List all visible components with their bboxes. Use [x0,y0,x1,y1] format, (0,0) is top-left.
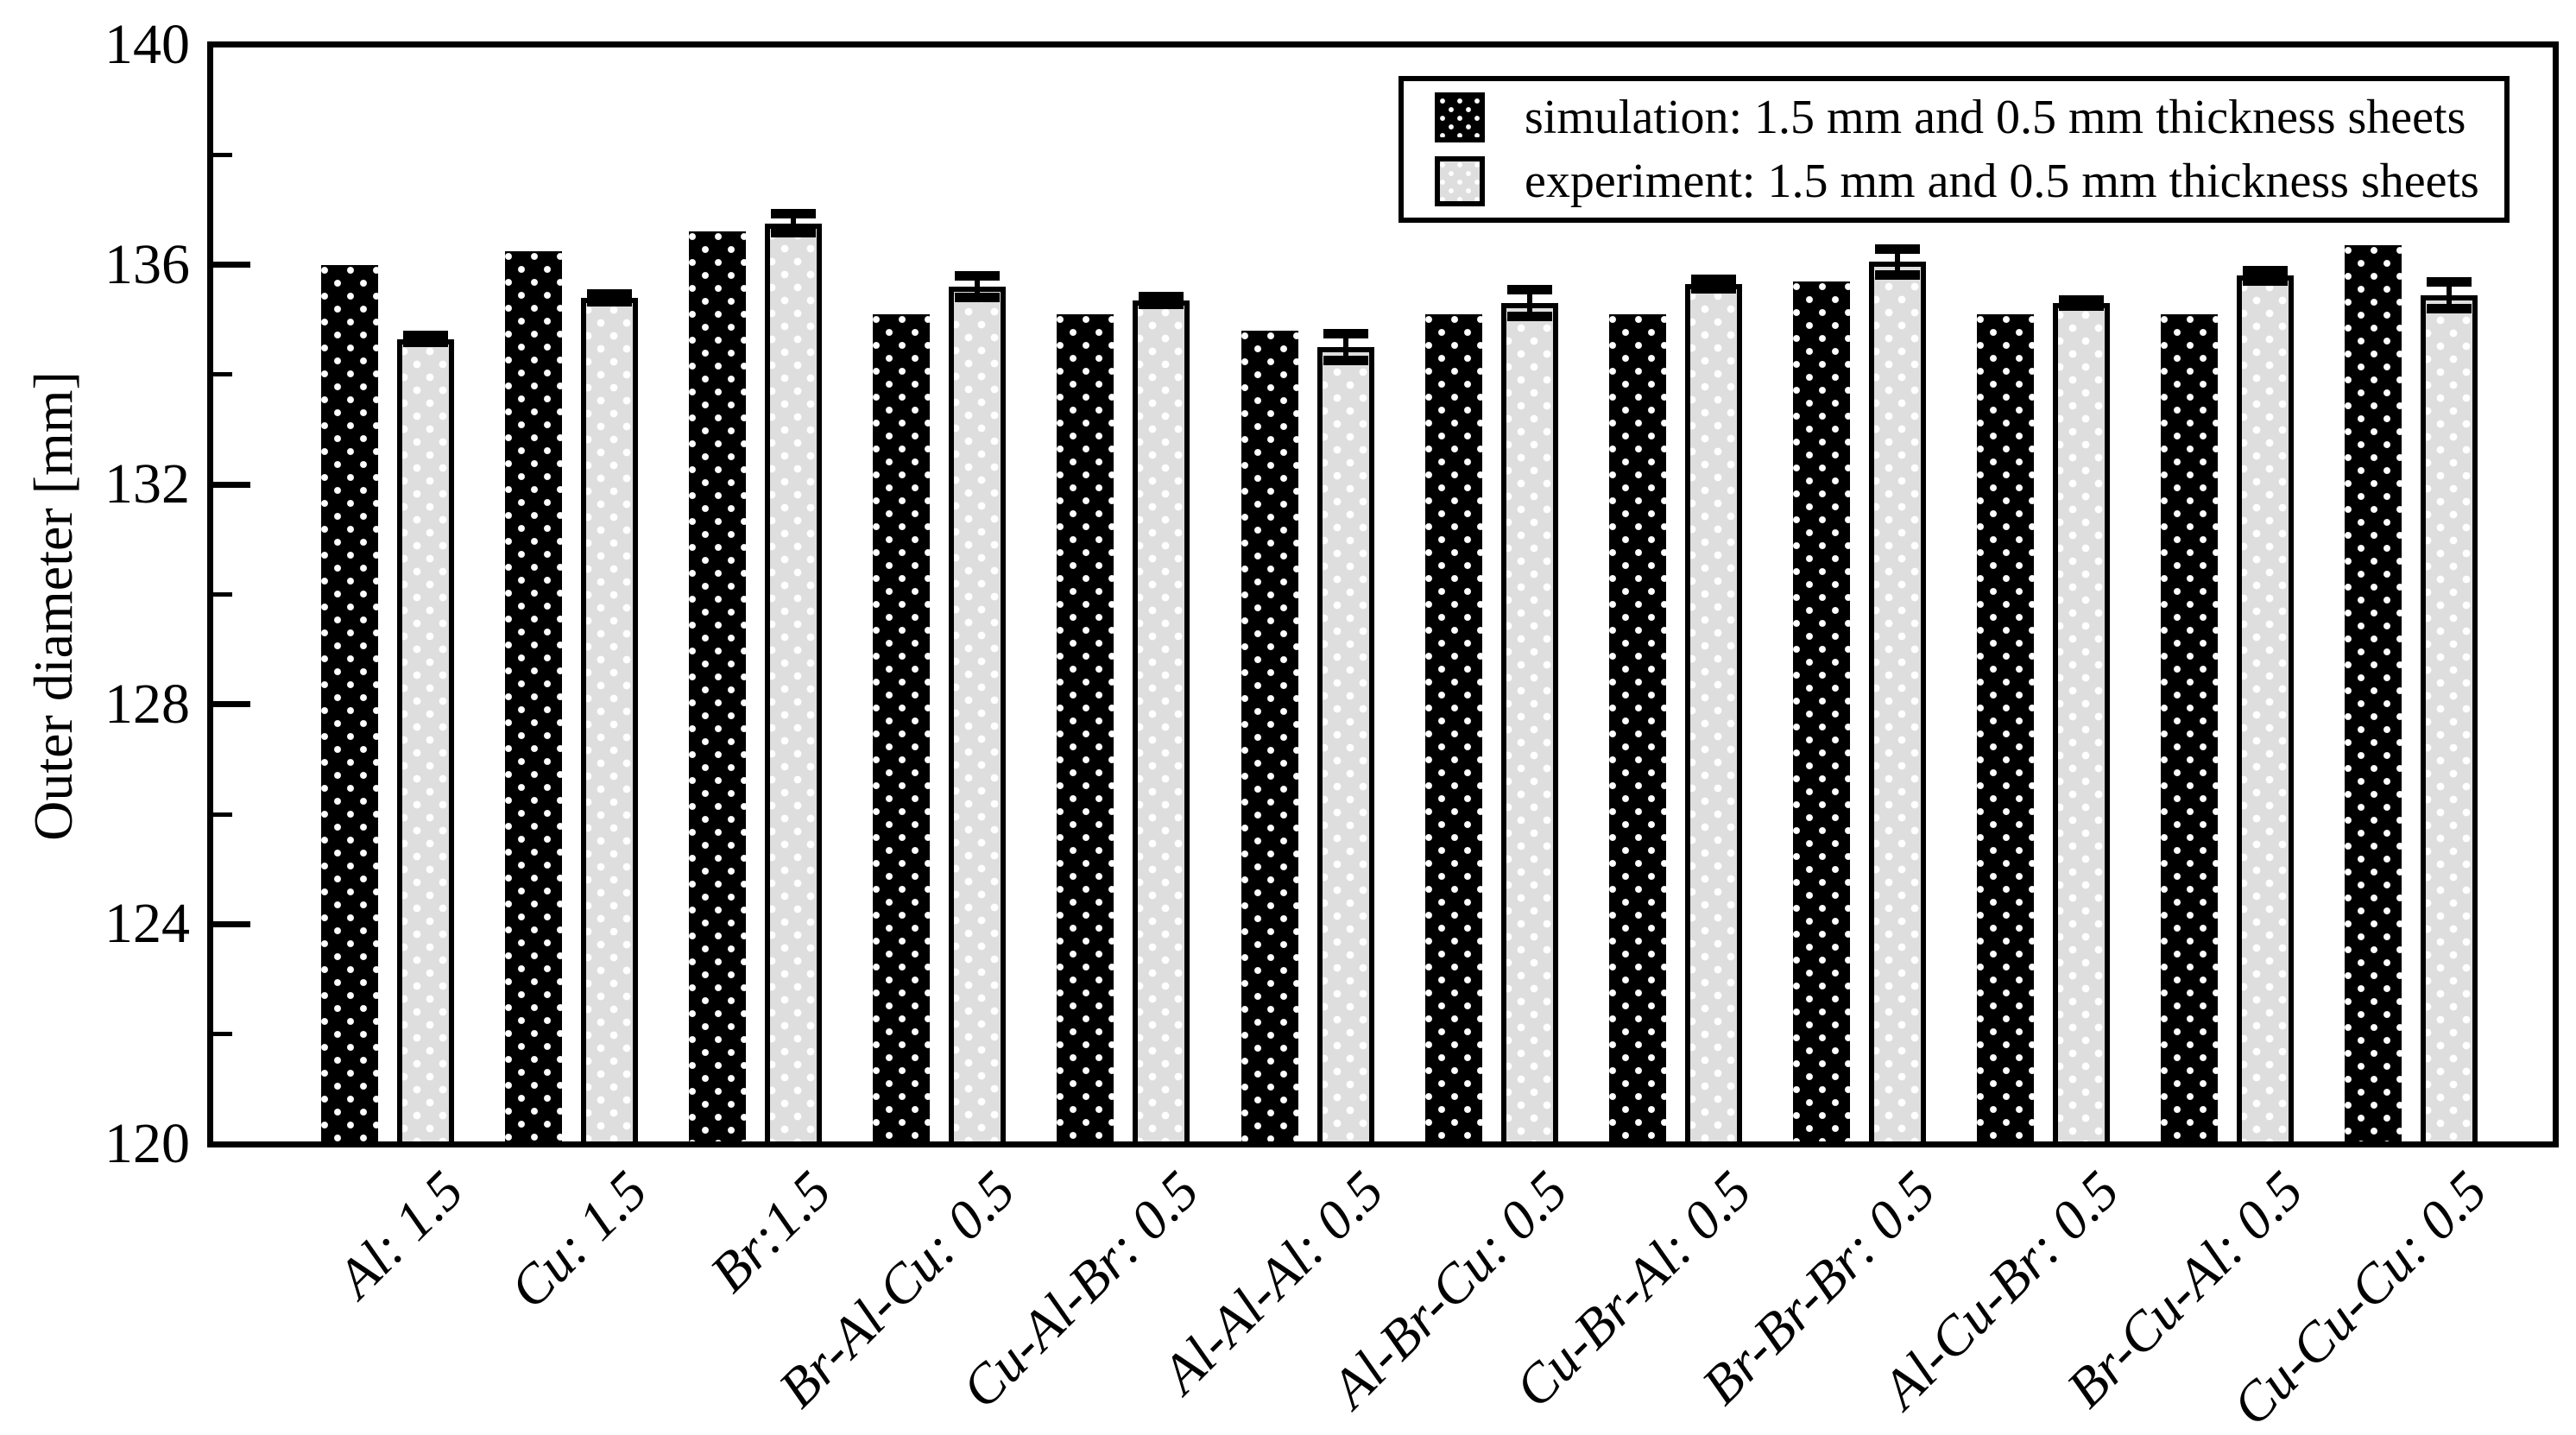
error-bar-stem [1894,248,1900,276]
error-bar-cap-top [771,209,817,219]
y-major-tick [211,481,250,488]
error-bar-cap-bottom [403,337,448,347]
error-bar-cap-top [1874,243,1920,254]
y-major-tick [211,262,250,269]
bar-experiment [2421,294,2478,1147]
bar-simulation [1241,330,1298,1147]
error-bar-cap-bottom [1323,355,1368,365]
error-bar-cap-bottom [771,228,817,238]
error-bar-cap-top [2243,265,2288,275]
y-minor-tick [211,372,232,377]
y-tick-label: 140 [104,13,190,76]
error-bar-stem [2263,269,2268,281]
error-bar-cap-bottom [2058,300,2104,311]
bar-simulation [321,264,378,1147]
bar-simulation [1424,313,1482,1147]
y-tick-label: 128 [104,672,190,736]
bar-experiment [1133,300,1190,1147]
bar-simulation [1057,313,1114,1147]
bar-simulation [1608,313,1666,1147]
error-bar-cap-bottom [1690,284,1736,294]
bar-experiment [2237,275,2294,1147]
error-bar-cap-top [1139,291,1184,301]
error-bar-cap-bottom [1874,270,1920,281]
error-bar-cap-top [1690,274,1736,284]
error-bar-stem [1342,333,1348,361]
error-bar-cap-bottom [587,296,633,307]
error-bar-cap-bottom [1506,312,1552,322]
error-bar-stem [1710,278,1716,290]
y-major-tick [211,701,250,708]
bar-experiment [949,287,1007,1147]
error-bar-cap-top [955,271,1001,281]
error-bar-stem [2447,281,2453,309]
legend-label-simulation: simulation: 1.5 mm and 0.5 mm thickness … [1525,91,2466,145]
error-bar-cap-top [587,288,633,299]
error-bar-cap-top [403,331,448,341]
bar-experiment [397,338,454,1147]
y-tick-label: 124 [104,892,190,956]
legend-swatch-experiment-icon [1435,155,1485,206]
bar-simulation [2161,313,2218,1147]
y-minor-tick [211,152,232,157]
error-bar-cap-top [1506,285,1552,295]
plot-frame [207,41,2559,1147]
bar-experiment [1684,283,1742,1147]
bar-experiment [1316,347,1374,1147]
bar-simulation [1792,281,1850,1147]
bar-simulation [1976,313,2034,1147]
error-bar-cap-top [2058,295,2104,306]
error-bar-stem [1526,289,1532,318]
bar-simulation [873,313,931,1147]
bar-simulation [689,231,747,1147]
error-bar-cap-top [2427,276,2472,287]
y-minor-tick [211,592,232,597]
error-bar-cap-bottom [2427,303,2472,313]
bar-experiment [2052,303,2110,1147]
error-bar-cap-bottom [1139,300,1184,310]
error-bar-cap-bottom [955,292,1001,302]
y-tick-label: 136 [104,232,190,296]
legend: simulation: 1.5 mm and 0.5 mm thickness … [1398,76,2510,223]
error-bar-cap-top [1323,329,1368,339]
y-tick-label: 120 [104,1112,190,1175]
bar-simulation [2345,245,2402,1147]
y-major-tick [211,920,250,927]
bar-simulation [505,250,563,1147]
error-bar-stem [791,213,797,234]
legend-swatch-simulation-icon [1435,92,1485,143]
legend-item-simulation: simulation: 1.5 mm and 0.5 mm thickness … [1435,91,2504,144]
y-minor-tick [211,812,232,817]
bar-experiment [581,297,639,1147]
error-bar-cap-bottom [2243,275,2288,286]
legend-label-experiment: experiment: 1.5 mm and 0.5 mm thickness … [1525,154,2479,208]
bar-experiment [765,223,823,1147]
y-minor-tick [211,1032,232,1037]
legend-item-experiment: experiment: 1.5 mm and 0.5 mm thickness … [1435,155,2504,208]
y-axis-title: Outer diameter [mm] [22,371,84,841]
y-tick-label: 132 [104,452,190,516]
error-bar-stem [975,275,981,298]
